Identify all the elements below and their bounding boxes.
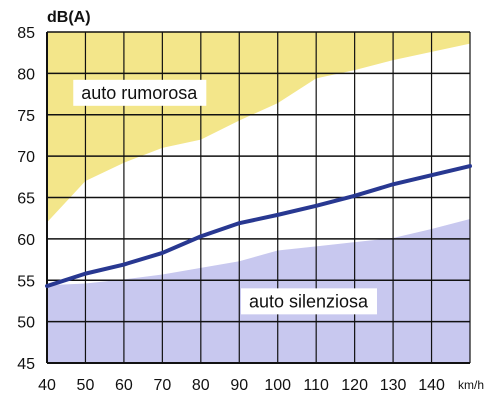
- x-tick-label-6: 100: [264, 377, 291, 394]
- annotation-group-0: auto rumorosa: [73, 79, 207, 106]
- x-tick-label-10: 140: [418, 377, 445, 394]
- y-tick-label-3: 60: [17, 232, 35, 249]
- annotation-label-1: auto silenziosa: [249, 291, 369, 311]
- y-axis-unit: dB(A): [47, 9, 91, 26]
- y-tick-label-0: 45: [17, 356, 35, 373]
- x-tick-label-2: 60: [115, 377, 133, 394]
- y-tick-label-5: 70: [17, 149, 35, 166]
- y-tick-label-8: 85: [17, 25, 35, 42]
- upper-band-area: [47, 32, 470, 223]
- x-tick-label-8: 120: [341, 377, 368, 394]
- annotation-box-1: [240, 288, 378, 315]
- middle-series-line: [45, 164, 472, 289]
- x-tick-label-3: 70: [153, 377, 171, 394]
- x-axis-unit: km/h: [458, 378, 484, 392]
- y-tick-label-4: 65: [17, 191, 35, 208]
- x-tick-label-5: 90: [230, 377, 248, 394]
- annotation-group-1: auto silenziosa: [240, 288, 378, 315]
- x-tick-label-4: 80: [192, 377, 210, 394]
- annotation-label-0: auto rumorosa: [81, 83, 198, 103]
- x-tick-label-1: 50: [77, 377, 95, 394]
- x-tick-label-9: 130: [380, 377, 407, 394]
- annotation-box-0: [73, 79, 207, 106]
- x-tick-label-7: 110: [303, 377, 329, 394]
- y-tick-label-2: 55: [17, 273, 35, 290]
- y-tick-label-7: 80: [17, 66, 35, 83]
- y-tick-label-6: 75: [17, 108, 35, 125]
- x-tick-label-0: 40: [38, 377, 56, 394]
- plot-layer: 45 50 55 60 65 70 75 80 85 40 50 60 70 80 90 100 110 120 1…: [17, 25, 472, 394]
- y-tick-label-1: 50: [17, 315, 35, 332]
